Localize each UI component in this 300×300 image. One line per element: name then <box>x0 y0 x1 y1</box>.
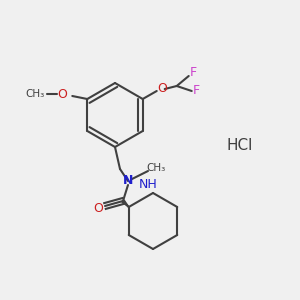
Text: F: F <box>190 67 197 80</box>
Text: N: N <box>123 175 133 188</box>
Text: HCl: HCl <box>227 137 253 152</box>
Text: CH₃: CH₃ <box>26 89 45 99</box>
Text: CH₃: CH₃ <box>146 163 166 173</box>
Polygon shape <box>122 200 129 207</box>
Text: NH: NH <box>139 178 158 191</box>
Text: O: O <box>157 82 167 95</box>
Text: O: O <box>57 88 67 100</box>
Text: O: O <box>93 202 103 214</box>
Text: F: F <box>193 85 200 98</box>
